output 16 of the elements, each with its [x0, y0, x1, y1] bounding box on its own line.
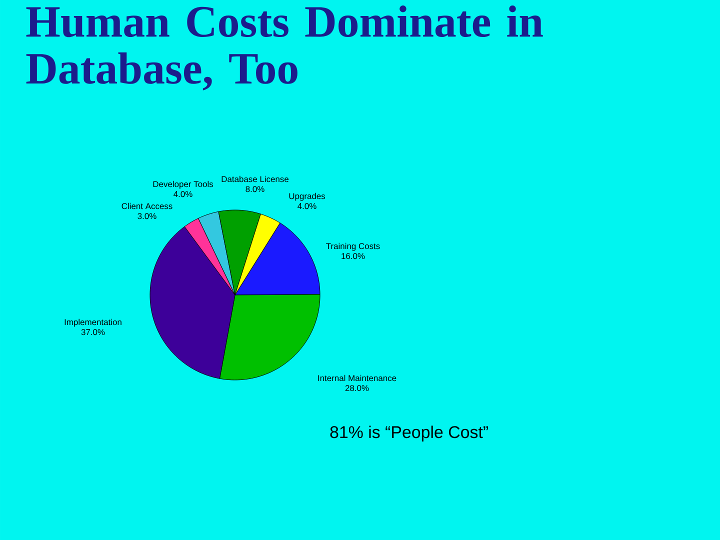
slice-label: Client Access — [122, 202, 172, 210]
text: 81% is “People Cost” — [330, 426, 488, 442]
data-label: 4.0% — [298, 203, 316, 210]
data-label: 4.0% — [174, 191, 192, 198]
slice-label: Implementation — [64, 318, 122, 327]
data-label: 37.0% — [81, 329, 105, 336]
data-label: 16.0% — [342, 253, 365, 260]
chart-title: Human Costs Dominate in Database, Too — [26, 6, 543, 90]
slice-label: Database License — [222, 176, 288, 182]
data-label: 3.0% — [138, 213, 156, 220]
data-label: 8.0% — [246, 186, 264, 192]
slice-label: Developer Tools — [153, 180, 214, 189]
slice-label: Internal Maintenance — [318, 374, 396, 382]
slice-label: Training Costs — [326, 242, 380, 251]
data-label: 28.0% — [345, 385, 369, 392]
slice-label: Upgrades — [289, 192, 326, 201]
